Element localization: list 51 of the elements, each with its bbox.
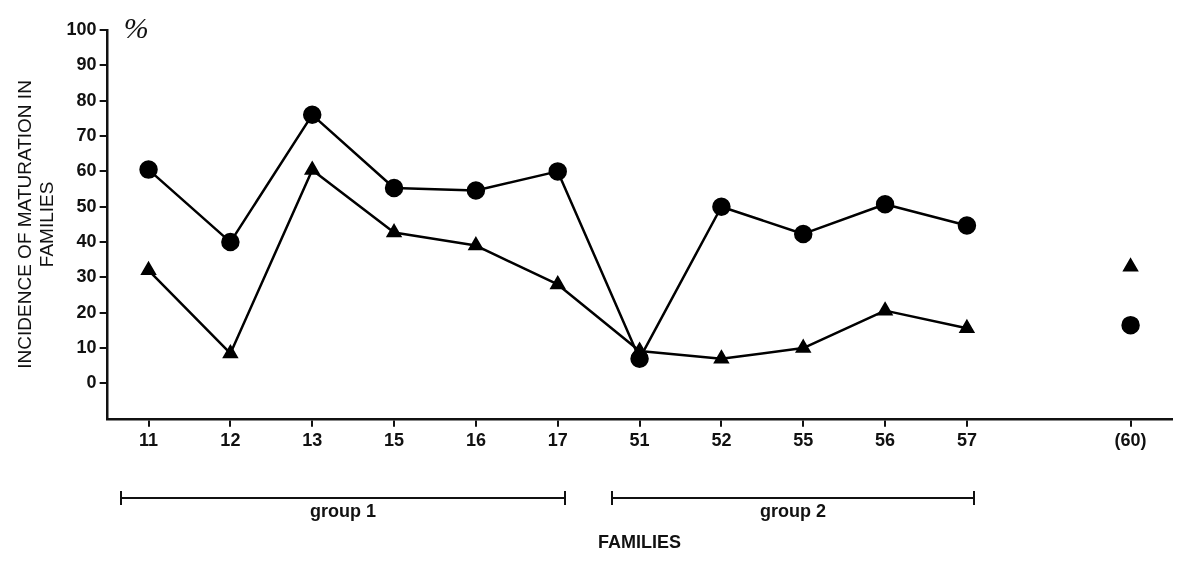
x-tick-label: 11	[139, 429, 159, 450]
point	[793, 224, 813, 244]
text: group 2	[760, 500, 826, 522]
x-tick-label: (60)	[1114, 429, 1147, 450]
x-tick-label: 52	[711, 429, 732, 450]
point	[714, 350, 729, 364]
y-tick-label: 80	[76, 89, 97, 110]
point	[548, 162, 567, 181]
point	[223, 345, 238, 359]
point	[302, 105, 322, 125]
point	[386, 224, 402, 238]
x-tick-label: 13	[302, 429, 323, 450]
x-tick-label: 55	[793, 429, 814, 450]
x-tick-label: 17	[547, 429, 568, 450]
text: group 1	[309, 500, 376, 522]
point	[384, 178, 404, 198]
point	[875, 195, 895, 214]
point	[632, 342, 647, 356]
point	[957, 216, 977, 235]
x-tick-label: 16	[465, 429, 486, 450]
point	[221, 232, 240, 252]
point	[466, 181, 486, 200]
y-tick-label: 30	[76, 266, 97, 287]
y-tick-label: 20	[76, 301, 97, 322]
annotation: %	[123, 10, 149, 44]
point	[712, 197, 731, 216]
x-tick-label: 15	[384, 429, 405, 450]
y-tick-label: 0	[86, 372, 97, 393]
point	[1123, 258, 1138, 272]
y-tick-label: 40	[76, 231, 97, 252]
x-tick-label: 56	[875, 429, 896, 450]
x-axis-title: FAMILIES	[598, 532, 682, 553]
point	[795, 339, 811, 353]
y-tick-label: 50	[76, 195, 97, 216]
y-tick-label: 70	[76, 125, 97, 146]
point	[959, 320, 975, 334]
point	[141, 262, 156, 276]
point	[877, 302, 893, 316]
y-axis-title: INCIDENCE OF MATURATION IN FAMILIES	[13, 80, 58, 369]
x-tick-label: 12	[220, 429, 241, 450]
point	[139, 160, 158, 179]
point	[550, 276, 566, 290]
y-tick-label: 90	[76, 54, 97, 75]
point	[304, 161, 320, 175]
x-tick-label: 51	[629, 429, 650, 450]
point	[1121, 315, 1140, 335]
y-tick-label: 10	[76, 337, 97, 358]
y-tick-label: 100	[66, 18, 97, 39]
y-tick-label: 60	[76, 160, 97, 181]
x-tick-label: 57	[956, 429, 977, 450]
point	[468, 237, 484, 251]
